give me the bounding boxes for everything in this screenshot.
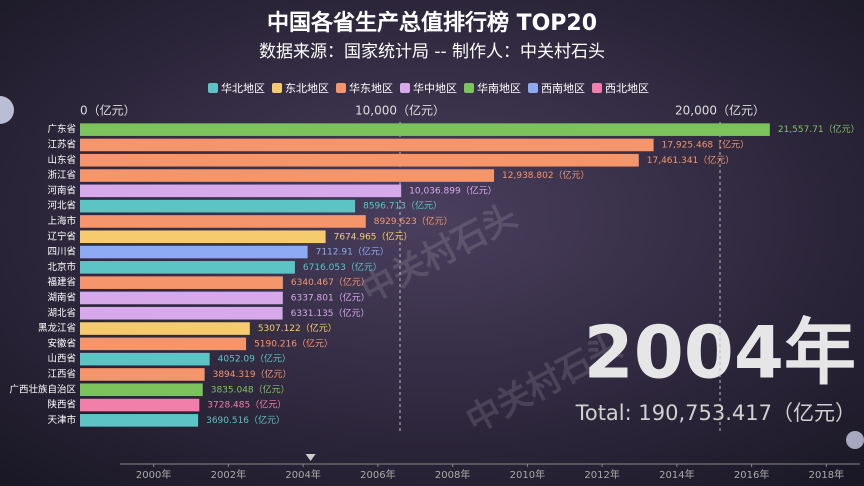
y-tick-label: 江苏省 — [47, 138, 76, 150]
y-tick-label: 安徽省 — [47, 337, 76, 349]
bar — [80, 322, 250, 335]
legend-swatch — [400, 83, 410, 93]
y-tick-label: 山东省 — [47, 154, 76, 166]
value-label: 17,925.468（亿元） — [662, 138, 750, 150]
value-label: 6337.801（亿元） — [291, 291, 370, 303]
value-label: 8596.713（亿元） — [363, 200, 442, 212]
legend-label: 西南地区 — [541, 82, 585, 95]
y-tick-label: 广西壮族自治区 — [9, 383, 76, 395]
timeline-tick-label: 2006年 — [360, 468, 395, 481]
bar — [80, 230, 326, 244]
legend-label: 华东地区 — [349, 81, 393, 95]
y-tick-label: 四川省 — [47, 246, 76, 258]
timeline-tick-label: 2000年 — [136, 468, 171, 481]
value-label: 4052.09（亿元） — [218, 353, 291, 365]
value-label: 5307.122（亿元） — [258, 322, 337, 334]
bar — [80, 138, 654, 152]
legend-label: 华北地区 — [221, 81, 265, 95]
timeline-tick-label: 2014年 — [659, 468, 694, 481]
legend-label: 西北地区 — [605, 82, 649, 95]
legend-swatch — [208, 83, 218, 93]
value-label: 7674.965（亿元） — [334, 230, 413, 242]
timeline-tick-label: 2016年 — [734, 468, 769, 481]
value-label: 5190.216（亿元） — [254, 337, 333, 349]
bar — [80, 123, 770, 136]
value-label: 3835.048（亿元） — [211, 383, 290, 395]
timeline-tick-label: 2002年 — [211, 468, 246, 481]
bar — [80, 414, 199, 427]
legend-swatch — [592, 83, 602, 93]
y-tick-label: 黑龙江省 — [38, 322, 76, 334]
timeline-tick-label: 2008年 — [435, 468, 470, 481]
bar — [80, 352, 210, 366]
bar — [80, 199, 356, 213]
y-tick-label: 辽宁省 — [47, 230, 76, 242]
timeline-tick-label: 2010年 — [510, 468, 545, 481]
bar — [80, 383, 203, 397]
y-tick-label: 北京市 — [47, 261, 76, 273]
bar — [80, 398, 200, 412]
value-label: 6716.053（亿元） — [303, 261, 382, 273]
value-label: 3894.319（亿元） — [213, 368, 292, 380]
x-tick-label: 20,000（亿元） — [675, 103, 765, 118]
bar — [80, 306, 283, 320]
y-tick-label: 河南省 — [47, 184, 76, 196]
value-label: 8929.623（亿元） — [374, 215, 453, 227]
star — [846, 431, 864, 449]
y-tick-label: 山西省 — [47, 353, 76, 365]
y-tick-label: 广东省 — [47, 123, 76, 135]
legend-swatch — [528, 83, 538, 93]
bar — [80, 337, 247, 351]
y-tick-label: 福建省 — [47, 276, 76, 288]
y-tick-label: 浙江省 — [47, 169, 76, 181]
star — [0, 96, 14, 124]
bar — [80, 184, 402, 198]
legend-swatch — [464, 83, 474, 93]
y-tick-label: 湖南省 — [47, 291, 76, 303]
value-label: 17,461.341（亿元） — [647, 154, 735, 166]
y-tick-label: 上海市 — [47, 215, 76, 227]
chart-title: 中国各省生产总值排行榜 TOP20 — [267, 10, 597, 36]
bar — [80, 291, 283, 305]
x-tick-label: 10,000（亿元） — [355, 103, 445, 118]
y-tick-label: 河北省 — [47, 200, 76, 212]
y-tick-label: 湖北省 — [47, 307, 76, 319]
legend-label: 华中地区 — [413, 81, 457, 95]
y-tick-label: 天津市 — [47, 414, 76, 426]
chart-subtitle: 数据来源：国家统计局 -- 制作人：中关村石头 — [259, 42, 605, 62]
legend-label: 东北地区 — [285, 82, 329, 95]
bar — [80, 368, 205, 381]
y-tick-label: 陕西省 — [47, 399, 76, 411]
value-label: 6331.135（亿元） — [291, 307, 370, 319]
bar — [80, 153, 639, 167]
bar — [80, 245, 308, 259]
value-label: 6340.467（亿元） — [291, 276, 370, 288]
value-label: 7112.91（亿元） — [316, 246, 389, 258]
legend-swatch — [272, 83, 282, 93]
bar — [80, 169, 495, 182]
legend-swatch — [336, 83, 346, 93]
y-tick-label: 江西省 — [47, 368, 76, 380]
timeline-tick-label: 2018年 — [809, 468, 844, 481]
x-tick-label: 0（亿元） — [80, 103, 136, 118]
value-label: 12,938.802（亿元） — [502, 169, 590, 181]
bar — [80, 215, 366, 228]
value-label: 10,036.899（亿元） — [409, 184, 497, 196]
legend-label: 华南地区 — [477, 81, 521, 95]
timeline-tick-label: 2004年 — [285, 468, 320, 481]
bar — [80, 276, 283, 289]
timeline-tick-label: 2012年 — [584, 468, 619, 481]
bar — [80, 261, 295, 274]
value-label: 21,557.71（亿元） — [778, 123, 860, 135]
timeline-marker — [305, 454, 316, 461]
total-label: Total: 190,753.417（亿元） — [575, 401, 856, 425]
value-label: 3728.485（亿元） — [207, 399, 286, 411]
value-label: 3690.516（亿元） — [206, 414, 285, 426]
